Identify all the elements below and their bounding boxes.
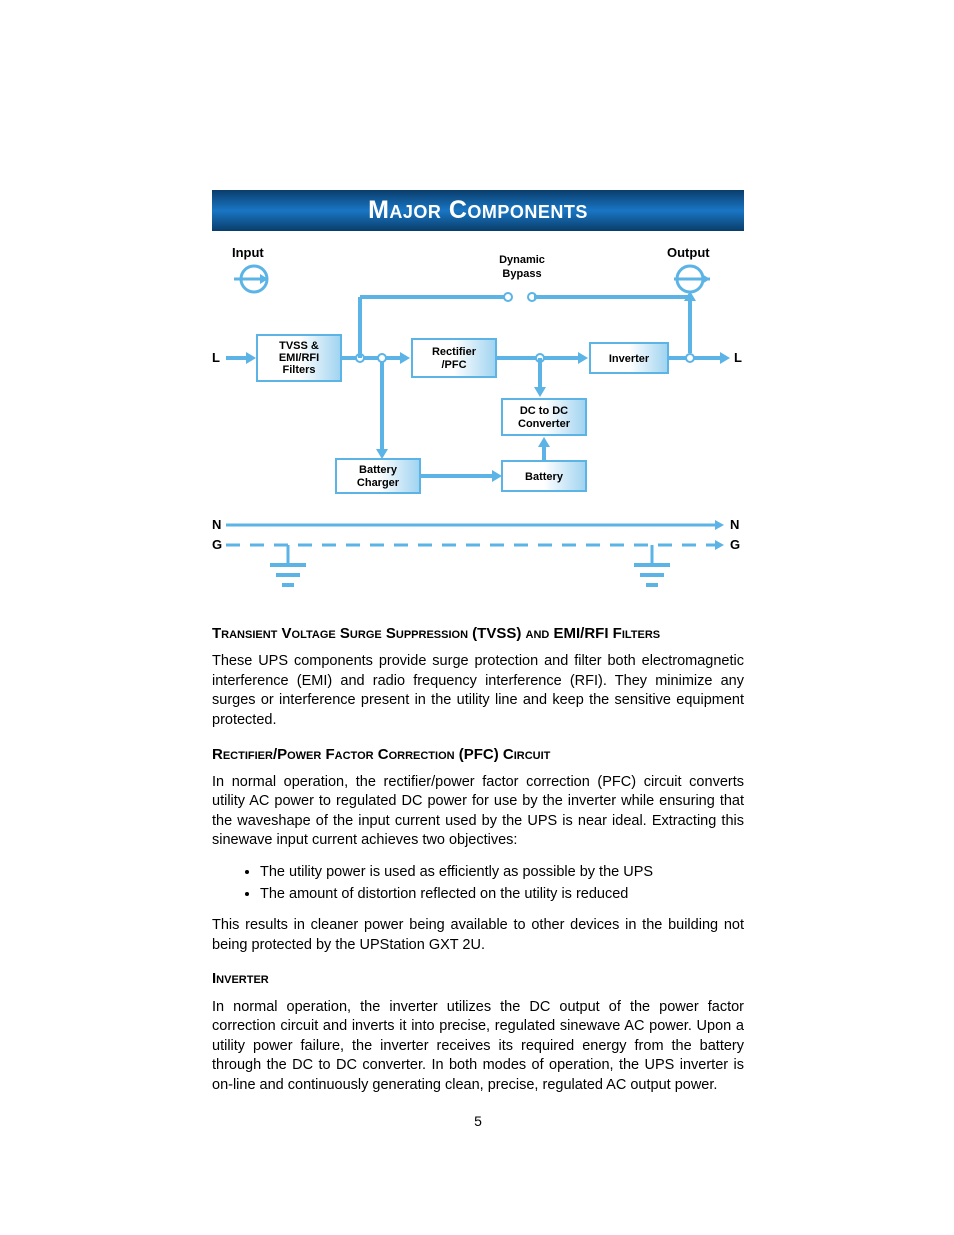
block-rectifier	[412, 339, 496, 377]
para-tvss: These UPS components provide surge prote…	[212, 652, 744, 730]
heading-tvss: Transient Voltage Surge Suppression (TVS…	[212, 624, 744, 644]
ground-right-icon	[634, 545, 670, 585]
label-G-left: G	[212, 537, 222, 552]
svg-text:TVSS &: TVSS &	[279, 340, 319, 352]
svg-text:Filters: Filters	[282, 364, 315, 376]
label-bypass-1: Dynamic	[499, 254, 545, 266]
heading-pfc: Rectifier/Power Factor Correction (PFC) …	[212, 745, 744, 765]
svg-text:Rectifier: Rectifier	[432, 346, 477, 358]
list-item: The amount of distortion reflected on th…	[260, 885, 744, 905]
label-N-right: N	[730, 517, 739, 532]
label-N-left: N	[212, 517, 221, 532]
svg-text:Battery: Battery	[525, 471, 564, 483]
svg-text:/PFC: /PFC	[441, 359, 466, 371]
para-inverter: In normal operation, the inverter utiliz…	[212, 998, 744, 1096]
para-pfc-1: In normal operation, the rectifier/power…	[212, 773, 744, 851]
page-content: Major Components Input Output Dynamic By…	[0, 0, 954, 1189]
block-diagram: Input Output Dynamic Bypass L L TVSS & E…	[212, 231, 744, 606]
ground-left-icon	[270, 545, 306, 585]
heading-inverter: Inverter	[212, 969, 744, 989]
svg-text:Converter: Converter	[518, 418, 571, 430]
label-input: Input	[232, 245, 264, 260]
svg-text:EMI/RFI: EMI/RFI	[279, 352, 319, 364]
svg-text:Inverter: Inverter	[609, 353, 650, 365]
label-L-left: L	[212, 350, 220, 365]
label-G-right: G	[730, 537, 740, 552]
banner-title: Major Components	[212, 190, 744, 231]
para-pfc-2: This results in cleaner power being avai…	[212, 916, 744, 955]
label-L-right: L	[734, 350, 742, 365]
label-bypass-2: Bypass	[502, 268, 541, 280]
page-number: 5	[212, 1113, 744, 1129]
list-pfc: The utility power is used as efficiently…	[212, 863, 744, 904]
list-item: The utility power is used as efficiently…	[260, 863, 744, 883]
svg-text:Battery: Battery	[359, 464, 398, 476]
label-output: Output	[667, 245, 710, 260]
svg-text:Charger: Charger	[357, 477, 400, 489]
svg-text:DC to DC: DC to DC	[520, 405, 568, 417]
